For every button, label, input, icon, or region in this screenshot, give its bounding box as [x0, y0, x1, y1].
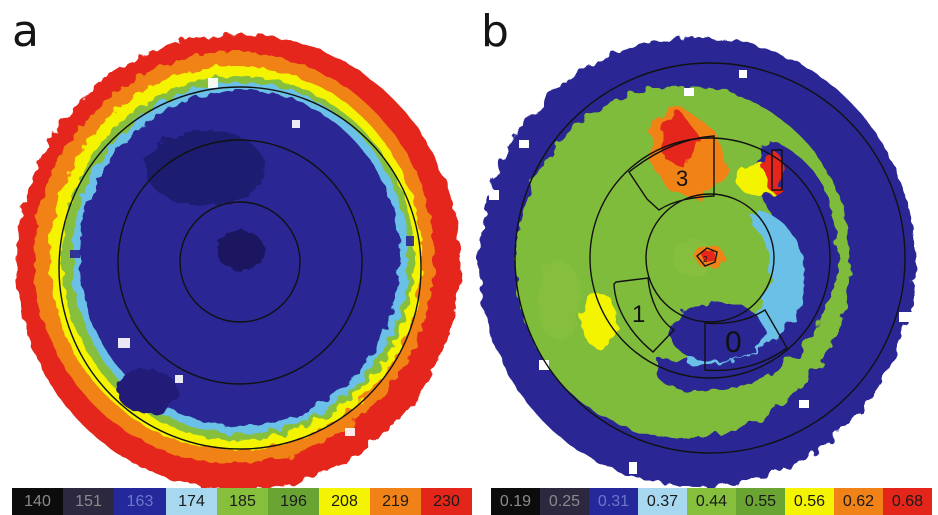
colorbar-b-cell: 0.19 — [491, 488, 540, 515]
sector-2-outline — [696, 247, 718, 267]
ring-middle-b — [589, 137, 831, 379]
panel-letter-a: a — [12, 6, 39, 57]
panel-b: 3 2 1 0 b 0.19 0.25 0.31 0.37 0.44 0.55 … — [469, 0, 938, 515]
panel-letter-b: b — [481, 6, 509, 57]
colorbar-a-cell: 185 — [217, 488, 268, 515]
reference-circles-a — [58, 86, 422, 450]
sector-4-outline — [771, 149, 783, 191]
ring-outer-b — [514, 62, 906, 454]
colorbar-a-cell: 196 — [268, 488, 319, 515]
heatmap-b-noise — [489, 70, 913, 474]
sector-3-outline — [628, 135, 715, 211]
colorbar-b-cell: 0.44 — [687, 488, 736, 515]
colorbar-a-cell: 208 — [319, 488, 370, 515]
sector-0-outline — [704, 309, 788, 372]
sector-label-2: 2 — [703, 255, 708, 264]
colorbar-b-cell: 0.62 — [834, 488, 883, 515]
colorbar-a-cell: 230 — [421, 488, 472, 515]
sector-label-0: 0 — [725, 326, 742, 359]
colorbar-a-cell: 151 — [63, 488, 114, 515]
colorbar-b-cell: 0.31 — [589, 488, 638, 515]
colorbar-b-cell: 0.55 — [736, 488, 785, 515]
colorbar-a: 140 151 163 174 185 196 208 219 230 — [12, 488, 472, 515]
sector-label-3: 3 — [676, 166, 688, 191]
heatmap-a-fill — [16, 34, 460, 488]
heatmap-b-fill — [479, 37, 915, 487]
heatmap-a-noise — [60, 78, 414, 436]
colorbar-b-cell: 0.68 — [883, 488, 932, 515]
panel-a: a 140 151 163 174 185 196 208 219 230 — [12, 6, 472, 515]
sectors-b — [613, 135, 788, 372]
sector-labels-b: 3 2 1 0 — [632, 166, 742, 359]
heatmap-a — [16, 34, 460, 488]
reference-circles-b — [514, 62, 906, 454]
sector-label-1: 1 — [632, 301, 645, 328]
colorbar-a-cell: 174 — [166, 488, 217, 515]
ring-outer-a — [58, 86, 422, 450]
colorbar-b: 0.19 0.25 0.31 0.37 0.44 0.55 0.56 0.62 … — [491, 488, 932, 515]
ring-inner-b — [645, 193, 775, 323]
colorbar-a-cell: 219 — [370, 488, 421, 515]
colorbar-b-cell: 0.37 — [638, 488, 687, 515]
ring-inner-a — [179, 201, 301, 323]
colorbar-b-cell: 0.56 — [785, 488, 834, 515]
ring-middle-a — [117, 139, 363, 385]
heatmap-b: 3 2 1 0 — [479, 37, 915, 487]
sector-1-outline — [613, 277, 676, 353]
colorbar-a-cell: 140 — [12, 488, 63, 515]
colorbar-a-cell: 163 — [114, 488, 166, 515]
colorbar-b-cell: 0.25 — [540, 488, 589, 515]
